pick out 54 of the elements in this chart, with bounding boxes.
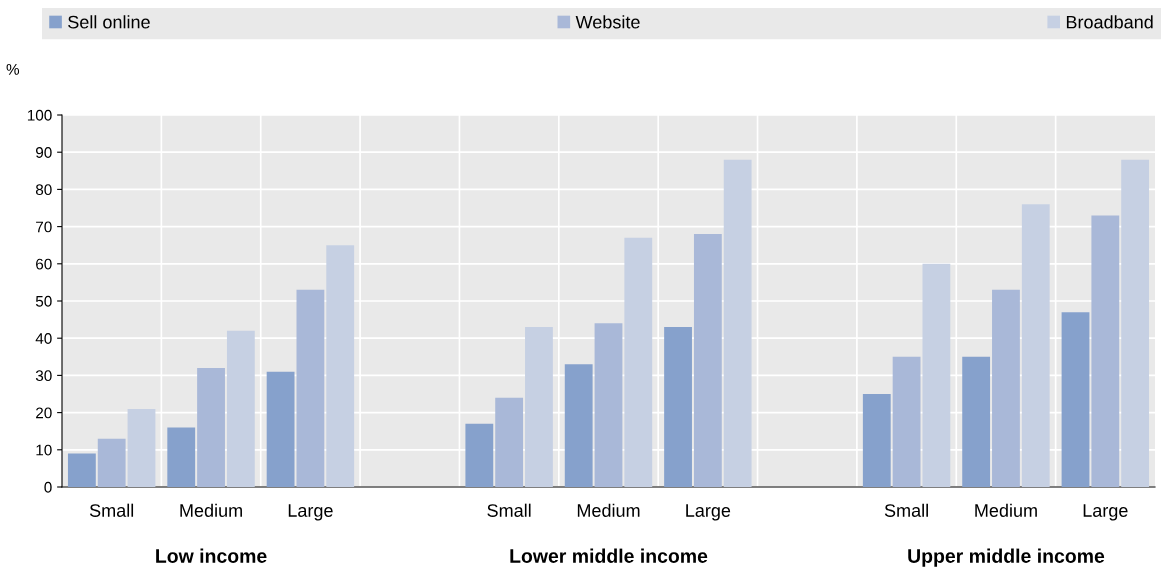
bar	[594, 323, 623, 487]
x-tick-label: Large	[686, 504, 731, 521]
bar	[1021, 204, 1050, 487]
y-tick-label: 80	[35, 184, 52, 196]
x-tick-label: Medium	[975, 503, 1037, 517]
bar	[723, 159, 752, 487]
bar	[664, 327, 692, 487]
x-tick-label: Medium	[180, 503, 242, 517]
y-tick-label: 90	[36, 147, 52, 158]
y-tick-label: 70	[36, 221, 52, 233]
legend-label: Broadband	[1066, 15, 1153, 29]
bar	[465, 423, 494, 487]
y-tick-label: 50	[35, 295, 52, 307]
bar	[992, 289, 1020, 487]
y-tick-label: 10	[36, 444, 52, 456]
bar	[1091, 215, 1120, 487]
x-tick-label: Medium	[577, 503, 640, 517]
legend-label: Website	[575, 15, 640, 29]
bar	[226, 330, 255, 487]
text: Lower middle income	[510, 548, 708, 563]
bar	[167, 427, 196, 487]
text: Upper middle income	[908, 548, 1105, 567]
bar	[624, 237, 653, 487]
bar	[326, 245, 355, 487]
y-tick-label: 20	[36, 407, 52, 419]
y-tick-label: 40	[35, 333, 52, 344]
bar	[525, 327, 553, 487]
text: Low income	[156, 548, 267, 563]
bar	[67, 453, 96, 487]
bar	[922, 263, 951, 487]
bar	[892, 356, 921, 487]
x-tick-label: Large	[288, 504, 333, 521]
y-tick-label: 30	[35, 370, 52, 382]
bar	[296, 289, 325, 487]
bar	[197, 367, 225, 487]
x-tick-label: Small	[884, 503, 928, 517]
bar	[97, 438, 126, 487]
bar	[266, 371, 295, 487]
y-tick-label: 0	[44, 481, 52, 493]
bar	[1121, 159, 1150, 487]
y-axis-title: %	[6, 64, 20, 75]
bar	[693, 234, 722, 487]
bar	[564, 364, 593, 487]
x-tick-label: Large	[1083, 504, 1128, 521]
bar	[1061, 312, 1090, 487]
y-tick-label: 100	[27, 109, 52, 121]
x-tick-label: Small	[89, 503, 134, 517]
y-tick-label: 60	[36, 258, 52, 270]
bar	[862, 394, 891, 487]
legend-label: Sell online	[68, 15, 150, 29]
bar	[962, 356, 991, 487]
bar	[495, 397, 524, 487]
x-tick-label: Small	[487, 503, 531, 517]
bar	[127, 408, 156, 487]
